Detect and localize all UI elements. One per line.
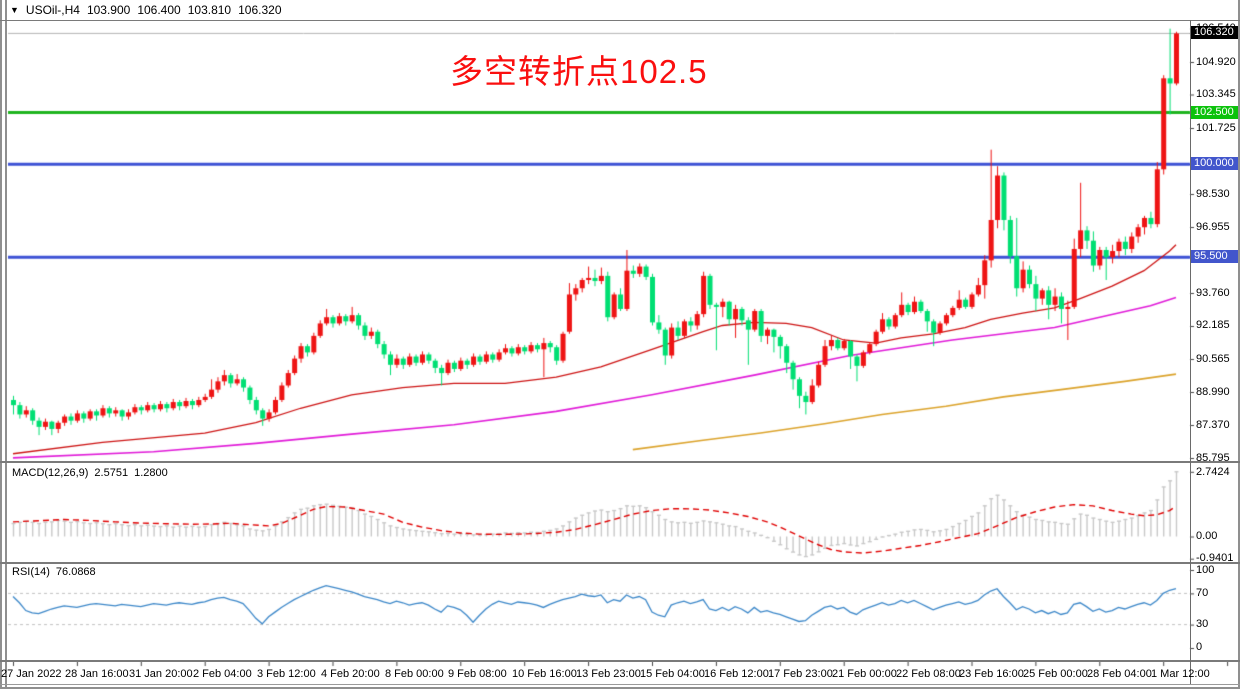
- symbol-timeframe: USOil-,H4: [25, 3, 80, 17]
- level-price-tag-100000: 100.000: [1191, 157, 1238, 170]
- collapse-triangle-icon[interactable]: ▼: [10, 5, 19, 15]
- window-left-border-inner: [5, 0, 7, 689]
- macd-axis-zero: 0.00: [1196, 530, 1218, 542]
- macd-rsi-separator[interactable]: [0, 562, 1240, 564]
- rsi-axis-0: 0: [1196, 641, 1203, 653]
- time-tick-label: 1 Mar 12:00: [1151, 668, 1210, 680]
- rsi-indicator-label: RSI(14) 76.0868: [12, 566, 96, 578]
- time-tick-label: 13 Feb 23:00: [576, 668, 641, 680]
- window-left-border-outer: [0, 0, 2, 689]
- level-price-tag-95500: 95.500: [1191, 250, 1238, 263]
- rsi-axis-100: 100: [1196, 564, 1215, 576]
- window-bottom-border: [0, 684, 1240, 685]
- price-tick-label: 103.345: [1196, 88, 1236, 100]
- price-tick-label: 101.725: [1196, 122, 1236, 134]
- macd-axis-min: -0.9401: [1196, 552, 1234, 564]
- price-tick-label: 93.760: [1196, 287, 1230, 299]
- level-price-tag-102500: 102.500: [1191, 106, 1238, 119]
- time-tick-label: 21 Feb 00:00: [832, 668, 897, 680]
- time-tick-label: 3 Feb 12:00: [257, 668, 316, 680]
- price-axis-line: [1190, 20, 1191, 684]
- time-tick-label: 2 Feb 04:00: [193, 668, 252, 680]
- macd-name: MACD(12,26,9): [12, 467, 89, 479]
- ohlc-high: 106.400: [137, 3, 181, 17]
- ohlc-low: 103.810: [187, 3, 232, 17]
- time-tick-label: 28 Jan 16:00: [65, 668, 129, 680]
- macd-indicator-label: MACD(12,26,9) 2.5751 1.2800: [12, 467, 168, 479]
- rsi-name: RSI(14): [12, 566, 50, 578]
- chart-header: ▼ USOil-,H4 103.900 106.400 103.810 106.…: [10, 3, 282, 17]
- time-tick-label: 4 Feb 20:00: [321, 668, 380, 680]
- rsi-value: 76.0868: [55, 566, 96, 578]
- window-bottom-edge: [0, 687, 1240, 689]
- time-tick-label: 27 Jan 2022: [1, 668, 62, 680]
- price-tick-label: 104.920: [1196, 56, 1236, 68]
- price-tick-label: 92.185: [1196, 319, 1230, 331]
- time-tick-label: 17 Feb 23:00: [768, 668, 833, 680]
- time-tick-label: 8 Feb 00:00: [385, 668, 444, 680]
- macd-axis-max: 2.7424: [1196, 466, 1230, 478]
- time-tick-label: 28 Feb 04:00: [1087, 668, 1152, 680]
- price-tick-label: 85.795: [1196, 452, 1230, 464]
- time-tick-label: 31 Jan 20:00: [129, 668, 193, 680]
- rsi-axis-70: 70: [1196, 587, 1209, 599]
- time-tick-label: 22 Feb 08:00: [896, 668, 961, 680]
- price-tick-label: 98.530: [1196, 188, 1230, 200]
- price-tick-label: 96.955: [1196, 221, 1230, 233]
- time-tick-label: 15 Feb 04:00: [640, 668, 705, 680]
- window-right-border: [1238, 0, 1240, 689]
- main-panel-top-border: [0, 20, 1240, 21]
- price-tick-label: 90.565: [1196, 353, 1230, 365]
- price-tick-label: 88.990: [1196, 386, 1230, 398]
- main-macd-separator[interactable]: [0, 461, 1240, 463]
- current-price-tag: 106.320: [1191, 26, 1238, 39]
- time-tick-label: 23 Feb 16:00: [959, 668, 1024, 680]
- time-tick-label: 16 Feb 12:00: [704, 668, 769, 680]
- time-tick-label: 10 Feb 16:00: [512, 668, 577, 680]
- time-tick-label: 9 Feb 08:00: [448, 668, 507, 680]
- rsi-timeline-separator: [0, 660, 1240, 662]
- ohlc-close: 106.320: [238, 3, 282, 17]
- macd-signal-value: 1.2800: [134, 467, 168, 479]
- rsi-axis-30: 30: [1196, 618, 1209, 630]
- time-tick-label: 25 Feb 00:00: [1023, 668, 1088, 680]
- price-tick-label: 87.370: [1196, 419, 1230, 431]
- ohlc-open: 103.900: [86, 3, 131, 17]
- macd-main-value: 2.5751: [94, 467, 129, 479]
- chart-annotation-text: 多空转折点102.5: [450, 53, 708, 90]
